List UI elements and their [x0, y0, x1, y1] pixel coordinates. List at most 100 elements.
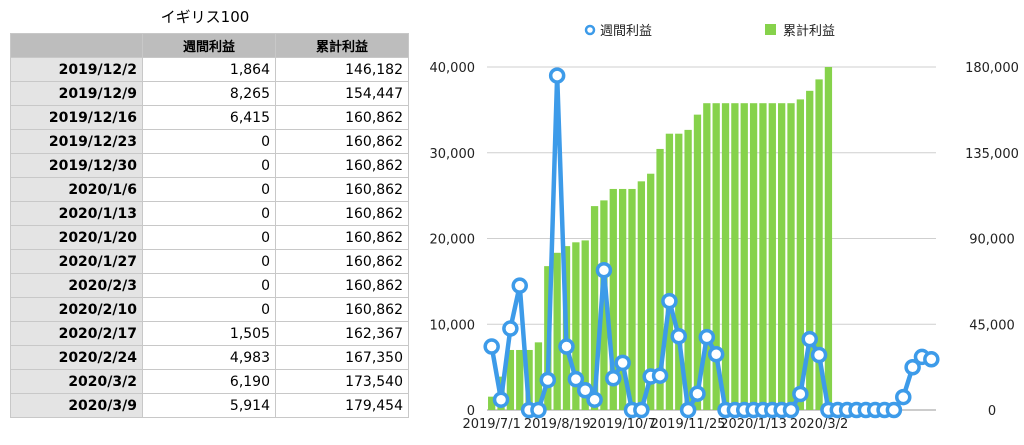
weekly-profit-point — [530, 401, 547, 419]
cumulative-profit-bar — [787, 103, 795, 410]
row-cumulative-profit: 160,862 — [275, 225, 409, 250]
cumulative-profit-bar — [740, 103, 748, 410]
weekly-profit-point — [511, 277, 528, 294]
legend-bar-marker — [765, 24, 776, 35]
cumulative-profit-bar — [796, 99, 805, 411]
row-cumulative-profit: 160,862 — [275, 201, 409, 226]
row-date: 2019/12/23 — [10, 129, 143, 154]
table-row: 2020/2/17 1,505 162,367 — [10, 321, 409, 346]
row-date: 2020/3/9 — [10, 393, 143, 418]
cumulative-profit-bar — [712, 103, 720, 410]
weekly-profit-point — [539, 371, 557, 389]
cumulative-profit-bar — [609, 188, 617, 410]
weekly-profit-point — [670, 328, 688, 345]
row-cumulative-profit: 162,367 — [275, 321, 409, 346]
row-cumulative-profit: 160,862 — [275, 153, 409, 178]
table-row: 2020/1/6 0 160,862 — [10, 177, 409, 202]
weekly-profit-point — [558, 338, 575, 355]
row-cumulative-profit: 173,540 — [275, 369, 409, 394]
cumulative-profit-bar — [553, 252, 561, 410]
right-axis-tick-label: 90,000 — [969, 233, 1015, 248]
header-date — [10, 33, 143, 58]
cumulative-profit-bar — [618, 188, 627, 410]
table-row: 2020/2/3 0 160,862 — [10, 273, 409, 298]
weekly-profit-point — [923, 351, 940, 368]
cumulative-profit-bar — [534, 342, 543, 410]
row-date: 2019/12/2 — [10, 57, 143, 82]
left-axis-tick-label: 30,000 — [430, 147, 476, 162]
x-axis-tick-label: 2019/8/19 — [524, 417, 591, 432]
row-date: 2020/1/20 — [10, 225, 143, 250]
left-axis-tick-label: 0 — [467, 404, 475, 419]
weekly-profit-point — [689, 385, 706, 402]
weekly-profit-point — [633, 401, 650, 419]
weekly-profit-point — [614, 354, 631, 372]
cumulative-profit-bar — [731, 103, 739, 410]
weekly-profit-point — [698, 328, 716, 346]
weekly-profit-point — [904, 359, 921, 376]
profit-table-panel: イギリス100 週間利益 累計利益 2019/12/2 1,864 146,182 2… — [0, 0, 410, 445]
legend-line-marker — [584, 24, 596, 36]
weekly-profit-point — [548, 67, 566, 84]
right-axis-tick-label: 0 — [988, 404, 996, 419]
weekly-profit-point — [651, 367, 669, 384]
cumulative-profit-bar — [815, 79, 823, 410]
table-row: 2020/1/27 0 160,862 — [10, 249, 409, 274]
row-cumulative-profit: 167,350 — [275, 345, 409, 370]
weekly-profit-point — [679, 401, 697, 419]
table-row: 2020/1/20 0 160,862 — [10, 225, 409, 250]
row-cumulative-profit: 179,454 — [275, 393, 409, 418]
table-title: イギリス100 — [160, 8, 250, 26]
legend-label-cumulative: 累計利益 — [783, 23, 835, 39]
row-date: 2020/1/27 — [10, 249, 143, 274]
weekly-profit-point — [492, 391, 510, 408]
row-cumulative-profit: 160,862 — [275, 297, 409, 322]
row-weekly-profit: 0 — [142, 129, 276, 154]
x-axis-tick-label: 2020/3/2 — [790, 417, 848, 432]
row-date: 2020/3/2 — [10, 369, 143, 394]
weekly-profit-point — [885, 401, 903, 419]
weekly-profit-point — [586, 391, 603, 408]
row-weekly-profit: 0 — [142, 201, 276, 226]
cumulative-profit-bar — [665, 133, 674, 410]
weekly-profit-point — [502, 320, 519, 337]
x-axis-tick-label: 2020/1/13 — [720, 417, 787, 432]
cumulative-profit-bar — [703, 103, 711, 410]
left-axis-tick-label: 40,000 — [430, 61, 476, 76]
cumulative-profit-bar — [581, 240, 589, 410]
header-cumulative-profit: 累計利益 — [275, 33, 409, 58]
cumulative-profit-bar — [525, 349, 533, 410]
row-weekly-profit: 4,983 — [142, 345, 276, 370]
cumulative-profit-bar — [590, 206, 599, 410]
profit-chart: 0 10,000 20,000 30,000 40,000 0 45,000 90,000 13… — [430, 23, 1019, 432]
cumulative-profit-bar — [684, 129, 692, 410]
row-weekly-profit: 0 — [142, 297, 276, 322]
row-date: 2020/1/13 — [10, 201, 143, 226]
table-row: 2019/12/2 1,864 146,182 — [10, 57, 409, 82]
table-row: 2019/12/16 6,415 160,862 — [10, 105, 409, 130]
cumulative-profit-bar — [600, 200, 608, 410]
row-cumulative-profit: 160,862 — [275, 249, 409, 274]
row-weekly-profit: 0 — [142, 153, 276, 178]
row-cumulative-profit: 154,447 — [275, 81, 409, 106]
profit-table: 週間利益 累計利益 2019/12/2 1,864 146,182 2019/12/9… — [10, 33, 409, 418]
row-weekly-profit: 6,415 — [142, 105, 276, 130]
row-weekly-profit: 1,864 — [142, 57, 276, 82]
row-weekly-profit: 0 — [142, 249, 276, 274]
cumulative-profit-bar — [572, 242, 580, 410]
cumulative-profit-bar — [647, 173, 655, 410]
table-row: 2020/3/2 6,190 173,540 — [10, 369, 409, 394]
cumulative-profit-bar — [778, 103, 786, 410]
row-cumulative-profit: 160,862 — [275, 129, 409, 154]
cumulative-profit-bar — [637, 181, 645, 410]
table-header-row: 週間利益 累計利益 — [10, 33, 409, 58]
cumulative-profit-bar — [749, 103, 758, 410]
right-axis-tick-label: 45,000 — [969, 318, 1015, 333]
weekly-profit-point — [605, 370, 622, 387]
weekly-profit-point — [792, 385, 809, 403]
row-cumulative-profit: 160,862 — [275, 177, 409, 202]
table-row: 2020/2/24 4,983 167,350 — [10, 345, 409, 370]
left-axis-tick-label: 20,000 — [430, 233, 476, 248]
header-weekly-profit: 週間利益 — [142, 33, 276, 58]
weekly-profit-point — [595, 261, 613, 279]
